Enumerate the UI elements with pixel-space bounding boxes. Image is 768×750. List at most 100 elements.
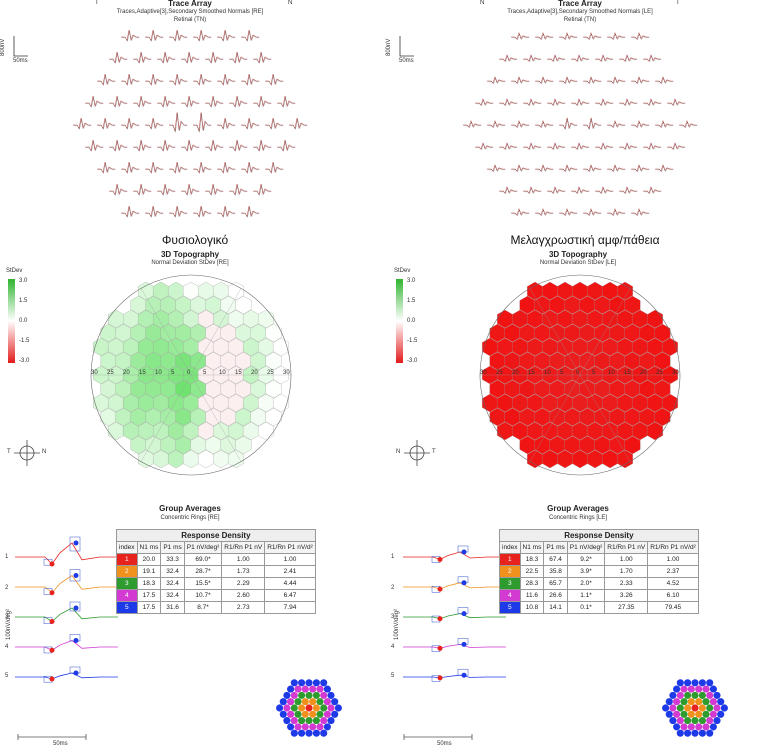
trace-waveform bbox=[241, 205, 259, 218]
ring-index-swatch: 3 bbox=[116, 577, 138, 590]
trace-normal bbox=[607, 77, 626, 85]
ring-cell bbox=[301, 723, 309, 731]
trace-normal bbox=[157, 140, 176, 152]
ring-cell bbox=[702, 710, 710, 718]
trace-normal bbox=[535, 209, 554, 217]
trace-waveform bbox=[643, 98, 661, 106]
trace-waveform bbox=[229, 51, 247, 64]
ring-index-swatch: 2 bbox=[116, 565, 138, 578]
topography-cell bbox=[662, 337, 678, 357]
ring-cell bbox=[680, 698, 688, 706]
stdev-tick: -1.5 bbox=[407, 338, 418, 344]
trace-waveform bbox=[547, 98, 565, 106]
group-average-trace bbox=[403, 674, 506, 679]
trace-waveform bbox=[205, 139, 223, 152]
table-cell: 33.3 bbox=[160, 553, 185, 566]
ring-cell bbox=[320, 679, 328, 687]
table-cell: 1.1* bbox=[566, 589, 606, 602]
trace-row-label: 2 bbox=[5, 585, 9, 591]
trace-array-title: Trace Array bbox=[168, 0, 212, 8]
ring-cell bbox=[687, 698, 695, 706]
topography-plot bbox=[90, 274, 292, 476]
trace-waveform bbox=[595, 98, 613, 106]
stdev-tick: -1.5 bbox=[19, 338, 30, 344]
trace-normal bbox=[523, 143, 542, 151]
table-cell: 69.0* bbox=[183, 553, 223, 566]
trace-normal bbox=[85, 96, 104, 108]
trace-row-label: 1 bbox=[391, 554, 395, 560]
trace-normal bbox=[265, 74, 284, 86]
n1-marker bbox=[437, 586, 443, 592]
table-row: 3 18.3 32.4 15.5* 2.29 4.44 bbox=[116, 577, 316, 590]
topography-axis-tick: 10 bbox=[544, 370, 551, 376]
compass-icon bbox=[14, 440, 40, 466]
ring-cell bbox=[298, 704, 306, 712]
normal-range-box bbox=[69, 601, 81, 612]
ring-cell bbox=[680, 723, 688, 731]
ring-cell bbox=[673, 723, 681, 731]
trace-scale-voltage: 800nV bbox=[386, 38, 392, 56]
trace-normal bbox=[265, 162, 284, 174]
topography-axis-tick: 20 bbox=[123, 370, 130, 376]
trace-waveform bbox=[607, 208, 625, 216]
trace-normal bbox=[619, 99, 638, 107]
table-cell: 18.3 bbox=[519, 553, 545, 566]
trace-normal bbox=[559, 77, 578, 85]
table-cell: 2.37 bbox=[647, 565, 699, 578]
ring-cell bbox=[283, 704, 291, 712]
trace-waveform bbox=[511, 164, 529, 172]
topography-cell bbox=[235, 435, 252, 455]
trace-normal bbox=[499, 143, 518, 151]
trace-waveform bbox=[643, 186, 661, 194]
n1-marker bbox=[49, 590, 55, 596]
trace-normal bbox=[583, 77, 602, 85]
trace-waveform bbox=[595, 54, 613, 62]
ring-cell bbox=[687, 685, 695, 693]
table-cell: 22.5 bbox=[519, 565, 545, 578]
trace-normal bbox=[511, 77, 530, 85]
trace-normal bbox=[241, 74, 260, 86]
trace-normal bbox=[121, 162, 140, 174]
topography-axis-tick: 20 bbox=[640, 370, 647, 376]
compass-right-label: N bbox=[42, 449, 47, 455]
ring-cell bbox=[279, 710, 287, 718]
trace-normal bbox=[487, 121, 506, 129]
table-cell: 2.29 bbox=[221, 577, 266, 590]
ring-cell bbox=[312, 704, 320, 712]
topography-cell bbox=[258, 309, 274, 329]
ring-cell bbox=[323, 698, 331, 706]
trace-waveform bbox=[157, 139, 175, 152]
ring-cell bbox=[717, 710, 725, 718]
ring-cell bbox=[684, 679, 692, 687]
topography-cell bbox=[273, 393, 289, 413]
ring-cell bbox=[309, 685, 317, 693]
table-cell: 18.3 bbox=[136, 577, 162, 590]
ring-cell bbox=[301, 698, 309, 706]
n1-marker bbox=[49, 647, 55, 653]
ring-cell bbox=[301, 685, 309, 693]
group-average-trace bbox=[15, 640, 118, 651]
trace-waveform bbox=[145, 29, 163, 42]
trace-waveform bbox=[499, 98, 517, 106]
trace-normal bbox=[265, 118, 284, 130]
trace-normal bbox=[181, 52, 200, 64]
topography-axis-tick: 0 bbox=[576, 370, 580, 376]
trace-waveform bbox=[535, 164, 553, 172]
ring-cell bbox=[691, 679, 699, 687]
trace-normal bbox=[169, 162, 188, 174]
topography-axis-tick: 10 bbox=[155, 370, 162, 376]
stdev-tick: -3.0 bbox=[19, 358, 30, 364]
ring-cell bbox=[287, 723, 295, 731]
topography-subtitle: Normal Deviation StDev [LE] bbox=[539, 260, 617, 266]
topography-axis-tick: 15 bbox=[528, 370, 535, 376]
trace-normal bbox=[121, 30, 140, 42]
table-cell: 14.1 bbox=[543, 601, 568, 614]
topography-title: 3D Topography bbox=[160, 250, 220, 259]
table-row: 5 17.5 31.6 8.7* 2.73 7.94 bbox=[116, 601, 316, 614]
trace-waveform bbox=[73, 117, 91, 130]
trace-waveform bbox=[217, 161, 235, 174]
trace-waveform bbox=[133, 183, 151, 196]
trace-normal bbox=[181, 96, 200, 108]
topography-title: 3D Topography bbox=[548, 250, 608, 259]
trace-normal bbox=[73, 118, 92, 130]
